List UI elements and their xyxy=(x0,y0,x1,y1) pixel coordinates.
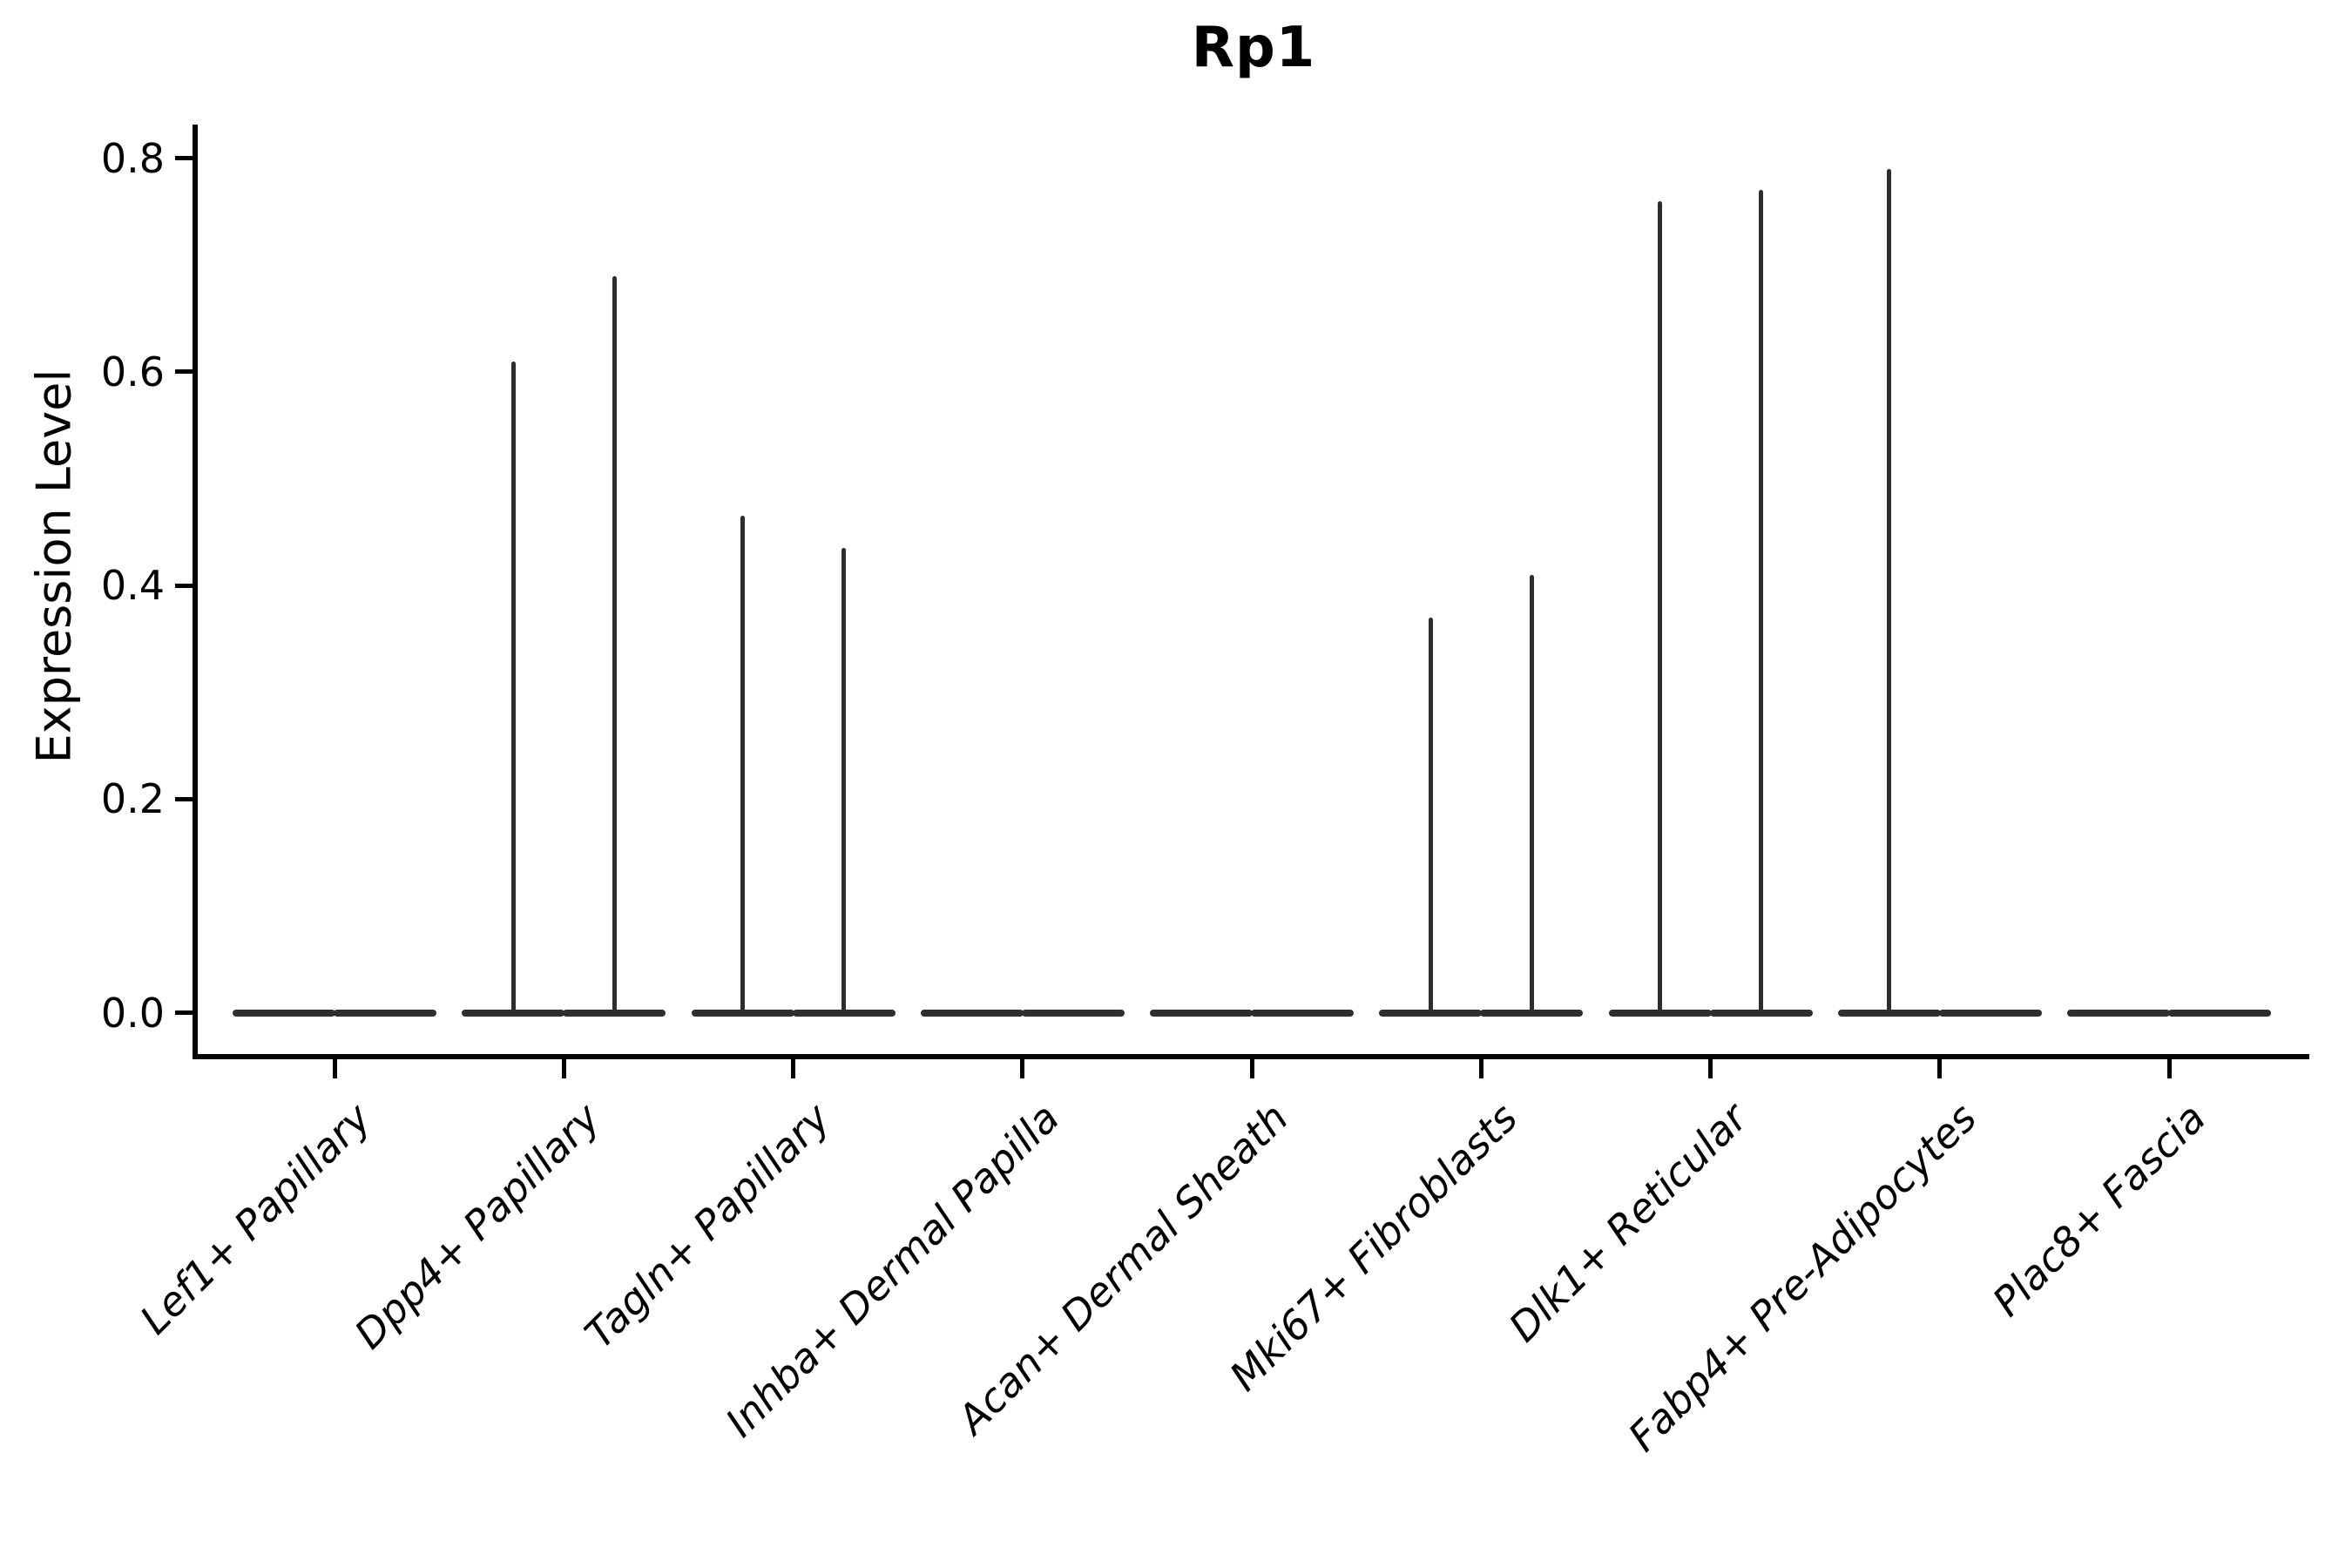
violin-body xyxy=(1837,1009,1941,1017)
y-tick-mark xyxy=(175,1010,193,1016)
x-tick-label: Lef1+ Papillary xyxy=(131,1094,381,1343)
violin-body xyxy=(1021,1009,1125,1017)
x-tick-label: Tagln+ Papillary xyxy=(575,1094,839,1358)
violin-body xyxy=(2168,1009,2271,1017)
violin-spike xyxy=(1759,190,1763,1013)
y-tick-mark xyxy=(175,156,193,161)
violin-spike xyxy=(612,275,617,1013)
y-tick-label: 0.8 xyxy=(100,134,165,182)
chart-title: Rp1 xyxy=(1191,16,1316,80)
violin-body xyxy=(462,1009,565,1017)
x-tick-mark xyxy=(1249,1059,1254,1078)
x-tick-mark xyxy=(791,1059,795,1078)
violin-body xyxy=(1379,1009,1483,1017)
violin-body xyxy=(233,1009,335,1017)
x-tick-mark xyxy=(1020,1059,1025,1078)
violin-spike xyxy=(841,548,846,1013)
y-tick-mark xyxy=(175,583,193,588)
x-tick-mark xyxy=(1478,1059,1484,1078)
violin-spike xyxy=(740,516,745,1013)
violin-body xyxy=(334,1009,436,1017)
y-tick-mark xyxy=(175,369,193,375)
violin-body xyxy=(1608,1009,1712,1017)
x-tick-mark xyxy=(561,1059,566,1078)
y-axis-spine xyxy=(193,125,198,1059)
x-tick-mark xyxy=(1937,1059,1943,1078)
violin-spike xyxy=(1887,168,1892,1013)
y-tick-label: 0.6 xyxy=(100,348,165,395)
violin-body xyxy=(1251,1009,1354,1017)
y-tick-label: 0.4 xyxy=(100,562,165,610)
violin-spike xyxy=(1428,618,1433,1013)
violin-body xyxy=(1709,1009,1813,1017)
x-tick-mark xyxy=(1708,1059,1713,1078)
violin-spike xyxy=(510,361,516,1013)
y-tick-mark xyxy=(175,796,193,801)
violin-body xyxy=(1480,1009,1584,1017)
x-tick-mark xyxy=(2166,1059,2172,1078)
x-tick-label: Dlk1+ Reticular xyxy=(1499,1094,1756,1351)
y-tick-label: 0.0 xyxy=(100,989,165,1037)
violin-body xyxy=(691,1009,794,1017)
violin-spike xyxy=(1529,574,1534,1013)
violin-body xyxy=(1150,1009,1253,1017)
x-axis-spine xyxy=(193,1054,2309,1059)
violin-body xyxy=(1938,1009,2042,1017)
y-tick-label: 0.2 xyxy=(100,775,165,823)
x-tick-mark xyxy=(332,1059,337,1078)
violin-body xyxy=(920,1009,1024,1017)
violin-body xyxy=(563,1009,666,1017)
violin-body xyxy=(2067,1009,2170,1017)
x-tick-label: Plac8+ Fascia xyxy=(1983,1094,2215,1326)
violin-spike xyxy=(1658,200,1662,1013)
violin-body xyxy=(792,1009,896,1017)
x-tick-label: Dpp4+ Papillary xyxy=(345,1094,610,1358)
